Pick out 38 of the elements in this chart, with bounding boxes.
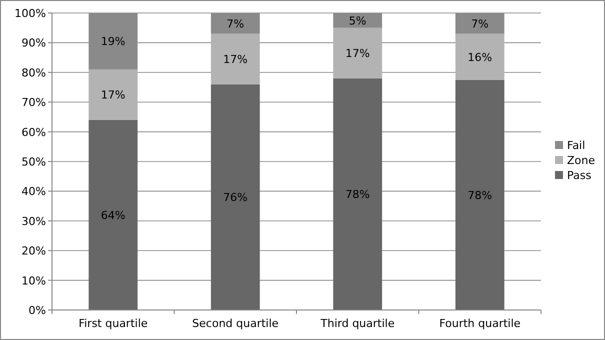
data-label: 64%	[100, 208, 126, 222]
data-label: 19%	[100, 35, 126, 48]
legend-label: Zone	[567, 154, 596, 167]
data-label: 7%	[471, 17, 489, 30]
y-tick-label: 20%	[22, 244, 46, 258]
y-tick-label: 50%	[22, 156, 46, 168]
y-tick-label: 10%	[22, 274, 46, 288]
data-label: 78%	[345, 188, 370, 202]
y-tick-label: 40%	[22, 185, 46, 198]
y-tick-label: 30%	[22, 214, 46, 228]
y-tick-label: 100%	[14, 7, 46, 20]
x-tick-label: Third quartile	[320, 317, 395, 330]
y-tick-label: 90%	[22, 36, 46, 50]
bar	[455, 80, 504, 310]
bar	[88, 120, 138, 310]
legend-label: Pass	[567, 169, 592, 182]
y-tick-label: 0%	[28, 304, 46, 317]
data-label: 16%	[468, 50, 492, 64]
bar	[455, 34, 504, 80]
data-label: 17%	[345, 47, 370, 60]
data-label: 17%	[100, 88, 126, 102]
bar	[333, 78, 382, 310]
y-tick-label: 60%	[22, 126, 46, 139]
data-label: 17%	[223, 53, 248, 66]
data-label: 7%	[226, 17, 244, 30]
y-tick-label: 70%	[22, 96, 46, 110]
data-label: 78%	[468, 188, 492, 202]
bar	[210, 84, 260, 310]
bar	[88, 69, 138, 120]
x-tick-label: First quartile	[78, 317, 148, 330]
x-tick-label: Second quartile	[192, 317, 279, 330]
bar	[210, 34, 260, 84]
bar	[333, 28, 382, 78]
data-label: 5%	[348, 14, 366, 28]
legend-label: Fail	[567, 139, 586, 152]
x-tick-label: Fourth quartile	[439, 317, 521, 330]
data-label: 76%	[223, 191, 248, 204]
y-tick-label: 80%	[22, 66, 46, 80]
